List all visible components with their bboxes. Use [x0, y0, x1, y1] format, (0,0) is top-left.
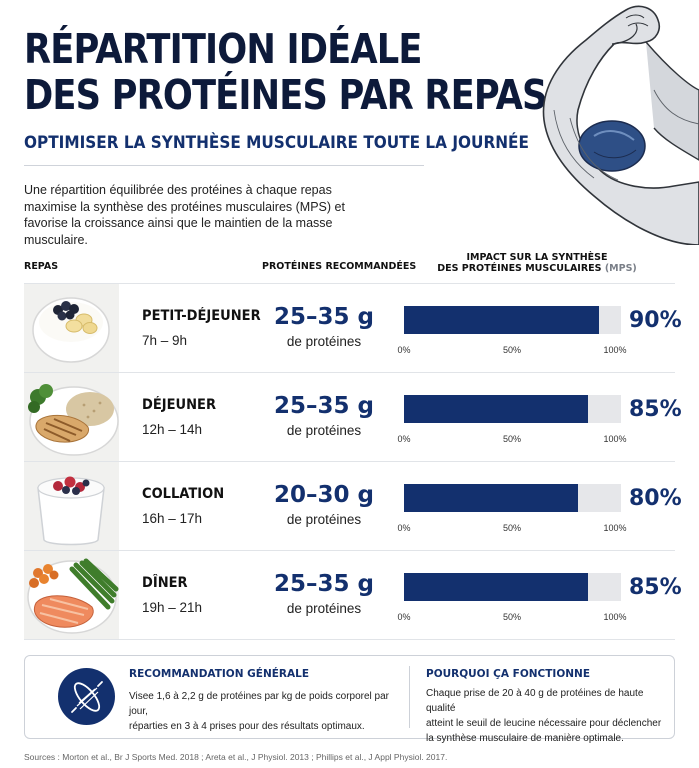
recommendation-line-2: réparties en 3 à 4 prises pour des résul… — [129, 721, 365, 732]
meal-name: PETIT-DÉJEUNER — [142, 308, 261, 324]
meal-row-breakfast: PETIT-DÉJEUNER 7h – 9h 25–35 g de protéi… — [24, 283, 682, 373]
meal-row-dinner: DÎNER 19h – 21h 25–35 g de protéines 0% … — [24, 551, 682, 640]
column-header-protein: PROTÉINES RECOMMANDÉES — [262, 261, 417, 272]
why-line-1: Chaque prise de 20 à 40 g de protéines d… — [426, 688, 644, 714]
protein-unit: de protéines — [286, 334, 362, 349]
protein-amount: 25–35 g — [274, 304, 374, 330]
title-line-2: DES PROTÉINES PAR REPAS — [24, 71, 547, 119]
tick-50: 50% — [502, 523, 522, 533]
protein-unit: de protéines — [286, 423, 362, 438]
mps-bar-track — [404, 395, 621, 423]
meal-name: DÎNER — [142, 575, 188, 591]
meal-time: 7h – 9h — [142, 333, 188, 348]
snack-photo — [24, 462, 119, 550]
tick-100: 100% — [603, 523, 627, 533]
info-box-divider — [409, 666, 410, 728]
tick-50: 50% — [502, 612, 522, 622]
intro-text: Une répartition équilibrée des protéines… — [24, 183, 345, 247]
mps-bar-lunch — [404, 395, 589, 423]
meal-time: 19h – 21h — [142, 600, 203, 615]
why-text: Chaque prise de 20 à 40 g de protéines d… — [426, 686, 666, 746]
breakfast-photo — [24, 284, 119, 372]
mps-bar-track — [404, 573, 621, 601]
mps-bar-dinner — [404, 573, 589, 601]
column-header-impact: IMPACT SUR LA SYNTHÈSE DES PROTÉINES MUS… — [430, 252, 644, 274]
why-title: POURQUOI ÇA FONCTIONNE — [426, 668, 590, 680]
info-box: RECOMMANDATION GÉNÉRALE Visee 1,6 à 2,2 … — [24, 655, 675, 744]
meal-time: 16h – 17h — [142, 511, 203, 526]
page-subtitle: OPTIMISER LA SYNTHÈSE MUSCULAIRE TOUTE L… — [24, 133, 529, 153]
meal-time: 12h – 14h — [142, 422, 203, 437]
sources: Sources : Morton et al., Br J Sports Med… — [24, 752, 448, 762]
mps-bar-snack — [404, 484, 578, 512]
lunch-photo — [24, 373, 119, 461]
protein-amount: 25–35 g — [274, 393, 374, 419]
dinner-photo — [24, 551, 119, 639]
protein-unit: de protéines — [286, 512, 362, 527]
meal-row-lunch: DÉJEUNER 12h – 14h 25–35 g de protéines … — [24, 373, 682, 462]
mps-bar-track — [404, 484, 621, 512]
meal-table: PETIT-DÉJEUNER 7h – 9h 25–35 g de protéi… — [24, 283, 682, 640]
mps-value-label: 85% — [629, 397, 682, 422]
protein-amount: 20–30 g — [274, 482, 374, 508]
protein-amount: 25–35 g — [274, 571, 374, 597]
mps-value-label: 80% — [629, 486, 682, 511]
tick-0: 0% — [397, 612, 411, 622]
why-line-3: la synthèse musculaire de manière optima… — [426, 733, 624, 744]
mps-bar-breakfast — [404, 306, 600, 334]
mps-bar-track — [404, 306, 621, 334]
impact-header-line-1: IMPACT SUR LA SYNTHÈSE — [466, 252, 608, 263]
tick-100: 100% — [603, 434, 627, 444]
protein-unit: de protéines — [286, 601, 362, 616]
tick-100: 100% — [603, 345, 627, 355]
tick-0: 0% — [397, 345, 411, 355]
impact-header-abbr: (MPS) — [604, 263, 637, 274]
tick-0: 0% — [397, 523, 411, 533]
title-line-1: RÉPARTITION IDÉALE — [24, 25, 423, 73]
tick-50: 50% — [502, 345, 522, 355]
meal-row-snack: COLLATION 16h – 17h 20–30 g de protéines… — [24, 462, 682, 551]
mps-value-label: 90% — [629, 308, 682, 333]
recommendation-text: Visee 1,6 à 2,2 g de protéines par kg de… — [129, 689, 404, 734]
tick-100: 100% — [603, 612, 627, 622]
why-line-2: atteint le seuil de leucine nécessaire p… — [426, 718, 662, 729]
mps-value-label: 85% — [629, 575, 682, 600]
meal-name: DÉJEUNER — [142, 397, 217, 413]
recommendation-title: RECOMMANDATION GÉNÉRALE — [129, 668, 309, 680]
flexed-arm-illustration — [542, 5, 699, 245]
title-divider — [24, 165, 424, 166]
tick-50: 50% — [502, 434, 522, 444]
column-header-meal: REPAS — [24, 261, 59, 272]
tick-0: 0% — [397, 434, 411, 444]
recommendation-line-1: Visee 1,6 à 2,2 g de protéines par kg de… — [129, 691, 389, 717]
muscle-fiber-icon — [58, 668, 115, 725]
impact-header-line-2: DES PROTÉINES MUSCULAIRES — [437, 263, 602, 274]
meal-name: COLLATION — [142, 486, 225, 502]
page-title: RÉPARTITION IDÉALE DES PROTÉINES PAR REP… — [24, 26, 547, 118]
